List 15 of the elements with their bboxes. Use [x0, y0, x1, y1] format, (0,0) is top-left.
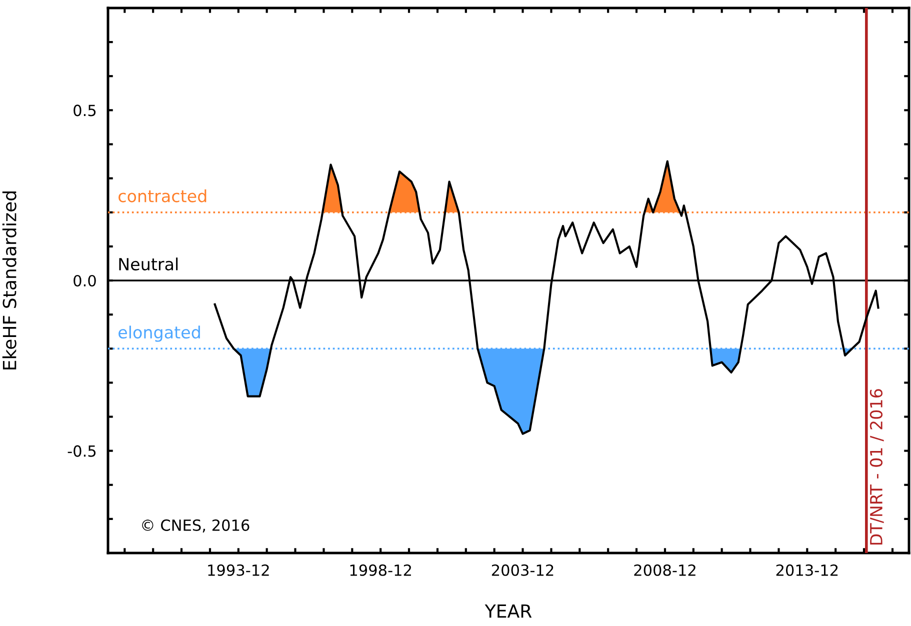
x-tick-label: 2008-12 — [634, 564, 696, 576]
x-axis-title: YEAR — [484, 604, 532, 618]
x-tick-label: 2003-12 — [492, 564, 554, 576]
ref-line-label: Neutral — [119, 258, 178, 270]
annotation: © CNES, 2016 — [142, 519, 250, 533]
y-tick-label: 0.0 — [74, 274, 96, 287]
ref-line-label: elongated — [118, 326, 200, 342]
x-tick-label: 2013-12 — [776, 564, 838, 576]
y-tick-label: -0.5 — [68, 445, 96, 457]
ref-line-label: contracted — [118, 189, 206, 202]
x-tick-label: 1998-12 — [350, 564, 411, 576]
y-tick-label: 0.5 — [74, 104, 96, 116]
ref-line-label: DT/NRT - 01 / 2016 — [870, 389, 884, 545]
x-tick-label: 1993-12 — [208, 564, 269, 576]
y-axis-title: EkeHF Standardized — [2, 192, 16, 370]
